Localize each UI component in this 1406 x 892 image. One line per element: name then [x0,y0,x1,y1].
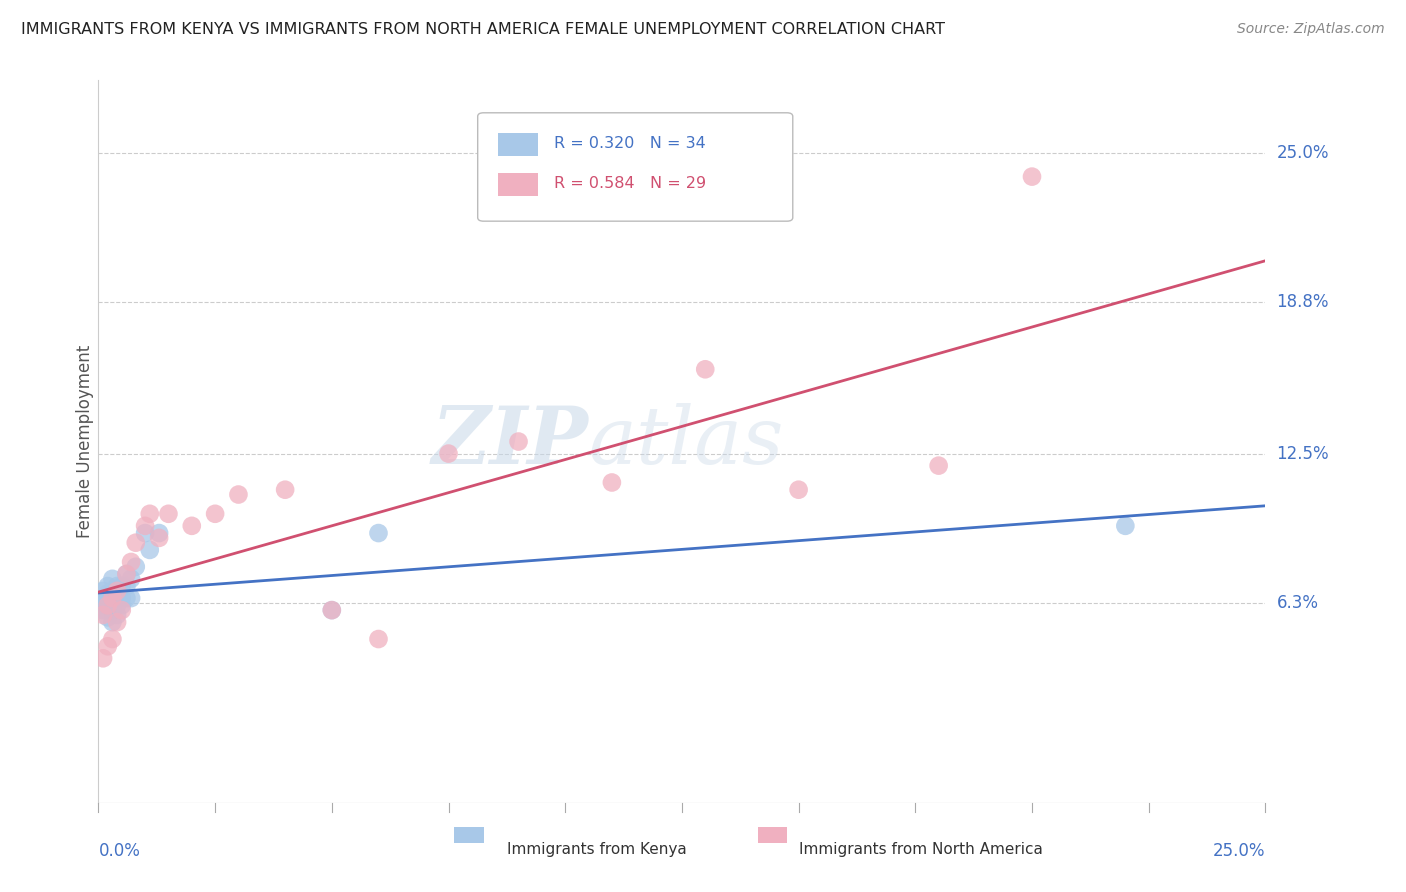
Point [274,483,297,497]
Point [111,591,134,606]
Point [97,586,120,600]
Point [321,603,343,617]
Point [111,579,134,593]
Text: 12.5%: 12.5% [1277,444,1329,463]
Text: 25.0%: 25.0% [1277,144,1329,161]
Point [134,519,156,533]
FancyBboxPatch shape [498,133,538,156]
Point [101,583,124,598]
Point [105,589,128,603]
Point [101,591,124,606]
Point [508,434,530,449]
Point [115,567,138,582]
Point [97,579,120,593]
Text: 18.8%: 18.8% [1277,293,1329,310]
Point [115,591,138,606]
Y-axis label: Female Unemployment: Female Unemployment [76,345,94,538]
Point [111,603,134,617]
Point [321,603,343,617]
Point [437,446,460,460]
Point [125,535,148,549]
Point [695,362,717,376]
Text: atlas: atlas [589,403,785,480]
Point [367,526,389,541]
Point [91,603,114,617]
FancyBboxPatch shape [478,112,793,221]
Text: R = 0.584   N = 29: R = 0.584 N = 29 [554,176,706,191]
Point [111,599,134,613]
Point [105,599,128,613]
Point [1114,519,1136,533]
Point [91,591,114,606]
Point [600,475,623,490]
Point [120,555,142,569]
Text: Immigrants from North America: Immigrants from North America [799,842,1042,856]
Point [97,596,120,610]
Point [105,607,128,622]
Point [91,607,114,622]
Point [134,526,156,541]
Text: R = 0.320   N = 34: R = 0.320 N = 34 [554,136,706,152]
FancyBboxPatch shape [758,827,787,843]
Point [101,599,124,613]
Point [928,458,950,473]
Point [101,632,124,646]
Text: 25.0%: 25.0% [1213,842,1265,860]
Point [101,615,124,630]
Point [120,572,142,586]
Point [115,579,138,593]
Point [115,567,138,582]
Text: ZIP: ZIP [432,403,589,480]
Point [105,583,128,598]
Text: Source: ZipAtlas.com: Source: ZipAtlas.com [1237,22,1385,37]
Point [125,559,148,574]
Point [139,507,162,521]
Point [105,615,128,630]
Text: Immigrants from Kenya: Immigrants from Kenya [508,842,686,856]
Point [180,519,202,533]
Point [367,632,389,646]
Point [97,610,120,624]
Point [157,507,180,521]
Point [91,651,114,665]
Point [787,483,810,497]
Point [97,599,120,613]
Text: IMMIGRANTS FROM KENYA VS IMMIGRANTS FROM NORTH AMERICA FEMALE UNEMPLOYMENT CORRE: IMMIGRANTS FROM KENYA VS IMMIGRANTS FROM… [21,22,945,37]
Point [139,542,162,557]
Point [101,603,124,617]
Point [148,531,170,545]
Text: 0.0%: 0.0% [98,842,141,860]
Point [91,583,114,598]
Point [105,579,128,593]
Point [228,487,250,501]
Text: 6.3%: 6.3% [1277,594,1319,612]
Point [1021,169,1043,184]
FancyBboxPatch shape [454,827,484,843]
Point [97,639,120,653]
Point [120,591,142,606]
Point [91,596,114,610]
Point [148,526,170,541]
Point [101,572,124,586]
FancyBboxPatch shape [498,173,538,196]
Point [101,593,124,607]
Point [204,507,226,521]
Point [97,603,120,617]
